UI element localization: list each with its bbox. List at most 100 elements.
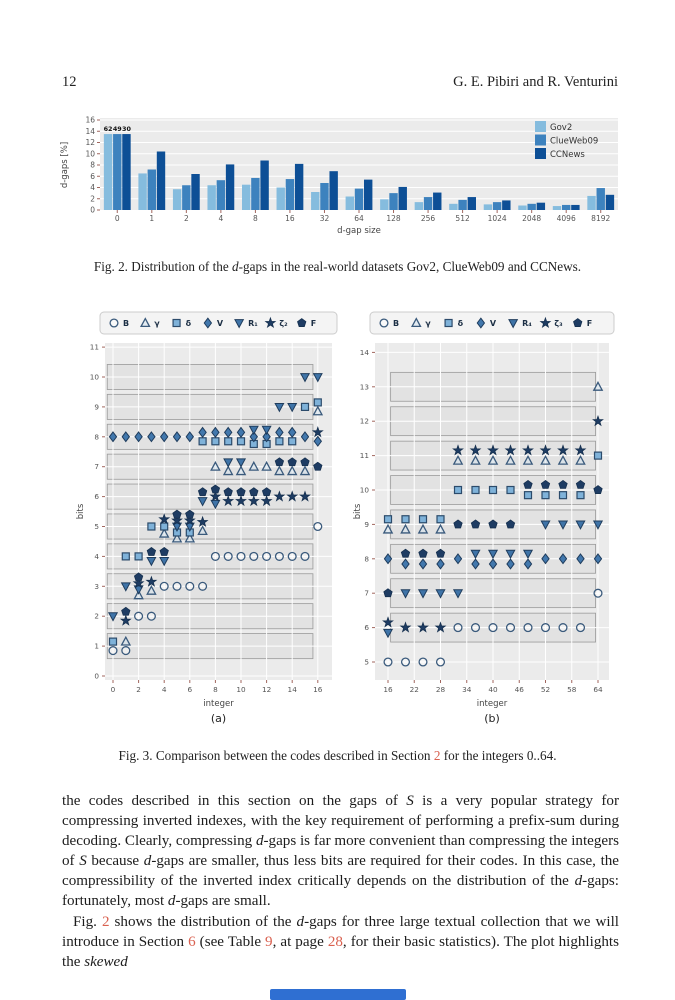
marker-B xyxy=(313,521,323,532)
marker-B xyxy=(418,657,428,667)
marker-R₁ xyxy=(287,403,298,413)
legend-label-B: B xyxy=(393,319,399,328)
y-tick-label: 6 xyxy=(364,623,369,632)
legend-label-R₄: R₄ xyxy=(522,319,532,328)
fig3-caption: Fig. 3. Comparison between the codes des… xyxy=(0,748,675,764)
marker-V xyxy=(453,553,463,565)
reference-link[interactable]: 2 xyxy=(433,748,441,763)
bottom-blue-bar[interactable] xyxy=(270,989,406,1000)
text-segment: -gaps are small. xyxy=(175,893,271,910)
y-tick-label: 10 xyxy=(85,149,95,158)
reference-link[interactable]: 2 xyxy=(101,913,110,930)
marker-V xyxy=(262,431,271,443)
reference-link[interactable]: 9 xyxy=(265,933,273,950)
marker-ζ₂ xyxy=(247,494,260,507)
bar-CCNews xyxy=(122,134,131,210)
y-tick-label: 10 xyxy=(90,373,100,382)
legend-label-CCNews: CCNews xyxy=(550,150,585,160)
marker-F xyxy=(593,485,603,494)
marker-B xyxy=(383,657,393,667)
bar-ClueWeb09 xyxy=(285,179,295,210)
x-tick-label: 12 xyxy=(262,685,271,694)
marker-δ xyxy=(471,485,480,495)
legend-label-γ: γ xyxy=(154,319,160,328)
bar-CCNews xyxy=(294,163,304,210)
marker-δ xyxy=(488,485,498,495)
x-tick-label: 0 xyxy=(115,214,120,223)
y-tick-label: 6 xyxy=(90,172,95,181)
y-tick-label: 11 xyxy=(90,343,99,352)
marker-δ xyxy=(198,437,207,446)
marker-δ xyxy=(108,637,118,646)
y-tick-label: 12 xyxy=(360,417,369,426)
marker-B xyxy=(575,623,586,633)
marker-F xyxy=(146,547,157,556)
text-segment: is a very popular strategy for compressi… xyxy=(62,793,619,850)
marker-ζ₃ xyxy=(557,444,569,456)
reference-link[interactable]: 28 xyxy=(327,933,343,950)
marker-ζ₃ xyxy=(382,616,394,628)
marker-R₄ xyxy=(417,589,429,599)
bar-ClueWeb09 xyxy=(596,188,605,210)
page-header: 12 G. E. Pibiri and R. Venturini xyxy=(62,74,618,91)
marker-δ xyxy=(436,515,445,524)
y-tick-label: 7 xyxy=(364,589,369,598)
marker-R₄ xyxy=(470,549,481,560)
y-tick-label: 0 xyxy=(90,206,95,215)
marker-F xyxy=(121,606,131,616)
bar-ClueWeb09 xyxy=(113,134,122,210)
marker-V xyxy=(401,558,410,570)
marker-γ xyxy=(417,523,429,534)
marker-ζ₂ xyxy=(286,490,299,502)
marker-legend-F xyxy=(297,318,307,327)
text-segment: -gaps is far more convenient than compre… xyxy=(62,833,620,870)
marker-γ xyxy=(235,465,247,476)
marker-δ xyxy=(383,515,393,524)
marker-legend-R₄ xyxy=(508,319,519,329)
marker-γ xyxy=(575,454,586,465)
y-tick-label: 2 xyxy=(94,612,99,621)
legend-box xyxy=(369,311,615,335)
x-tick-label: 256 xyxy=(421,214,436,223)
marker-V xyxy=(593,553,603,565)
bar-CCNews xyxy=(433,192,442,210)
marker-R₁ xyxy=(159,556,170,567)
marker-B xyxy=(134,611,144,621)
marker-V xyxy=(275,426,284,438)
legend-label-ζ₂: ζ₂ xyxy=(279,319,288,328)
marker-F xyxy=(505,519,516,529)
legend-label-δ: δ xyxy=(186,319,192,328)
marker-F xyxy=(197,487,208,497)
marker-δ xyxy=(288,437,297,446)
marker-legend-ζ₃ xyxy=(539,316,552,329)
x-tick-label: 22 xyxy=(410,685,419,694)
reference-link[interactable]: 6 xyxy=(188,933,196,950)
marker-δ xyxy=(121,552,130,561)
marker-γ xyxy=(286,465,298,476)
marker-B xyxy=(121,646,131,656)
text-segment: shows the distribution of the xyxy=(109,913,297,930)
legend-swatch-CCNews xyxy=(535,148,546,159)
marker-F xyxy=(300,457,310,467)
marker-B xyxy=(435,657,446,667)
marker-ζ₂ xyxy=(311,426,324,438)
x-tick-label: 2 xyxy=(184,214,189,223)
marker-δ xyxy=(160,522,169,531)
marker-R₁ xyxy=(248,425,259,436)
marker-γ xyxy=(197,525,208,536)
marker-R₁ xyxy=(197,497,208,507)
marker-δ xyxy=(236,437,246,446)
marker-V xyxy=(121,431,131,443)
marker-F xyxy=(261,487,272,497)
marker-R₁ xyxy=(171,522,183,532)
y-tick-label: 9 xyxy=(94,402,99,411)
legend-label-V: V xyxy=(217,319,224,328)
marker-ζ₃ xyxy=(469,444,482,456)
marker-B xyxy=(185,581,195,591)
legend-label-Gov2: Gov2 xyxy=(550,123,572,133)
marker-B xyxy=(223,551,233,561)
text-segment: S xyxy=(406,793,414,809)
marker-δ xyxy=(313,398,322,407)
marker-γ xyxy=(299,465,311,476)
